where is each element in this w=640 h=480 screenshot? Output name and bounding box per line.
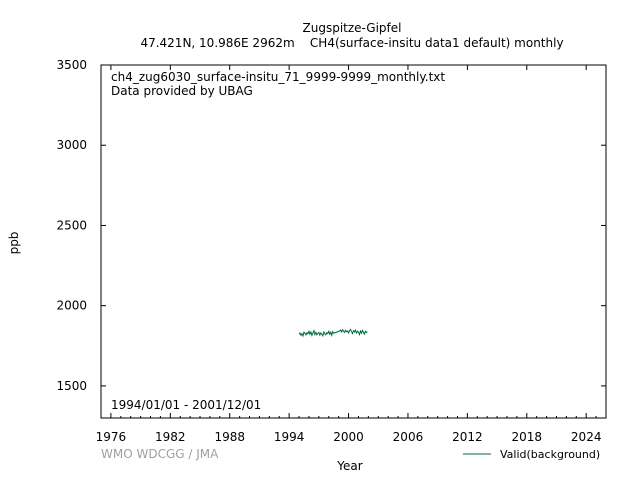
- y-tick-label: 1500: [56, 379, 87, 393]
- data-provider-annotation: Data provided by UBAG: [111, 84, 253, 98]
- file-name-annotation: ch4_zug6030_surface-insitu_71_9999-9999_…: [111, 70, 445, 84]
- series-layer: [298, 328, 368, 338]
- x-axis-label: Year: [336, 459, 362, 473]
- series-line-valid-background: [298, 328, 368, 338]
- x-tick-label: 2006: [393, 430, 424, 444]
- x-tick-label: 1988: [214, 430, 245, 444]
- chart-subtitle: 47.421N, 10.986E 2962m CH4(surface-insit…: [140, 36, 563, 50]
- x-tick-label: 1994: [274, 430, 305, 444]
- x-tick-label: 1976: [96, 430, 127, 444]
- y-tick-label: 2000: [56, 299, 87, 313]
- plot-area-frame: [100, 64, 607, 419]
- x-axis: 1976 1982 1988 1994 2000 2006 2012 2018 2024: [96, 65, 607, 444]
- x-tick-label: 2018: [512, 430, 543, 444]
- x-tick-label: 2024: [571, 430, 602, 444]
- legend: Valid(background): [463, 448, 600, 461]
- credit-text: WMO WDCGG / JMA: [101, 447, 219, 461]
- x-tick-label: 2012: [452, 430, 483, 444]
- y-tick-label: 2500: [56, 218, 87, 232]
- y-axis-label: ppb: [7, 232, 21, 255]
- y-tick-label: 3500: [56, 58, 87, 72]
- period-annotation: 1994/01/01 - 2001/12/01: [111, 398, 261, 412]
- chart-title: Zugspitze-Gipfel: [303, 21, 402, 35]
- y-axis: 1500 2000 2500 3000 3500: [56, 58, 606, 393]
- y-tick-label: 3000: [56, 138, 87, 152]
- x-tick-label: 1982: [155, 430, 186, 444]
- x-tick-label: 2000: [333, 430, 364, 444]
- legend-label-valid-background: Valid(background): [500, 448, 600, 461]
